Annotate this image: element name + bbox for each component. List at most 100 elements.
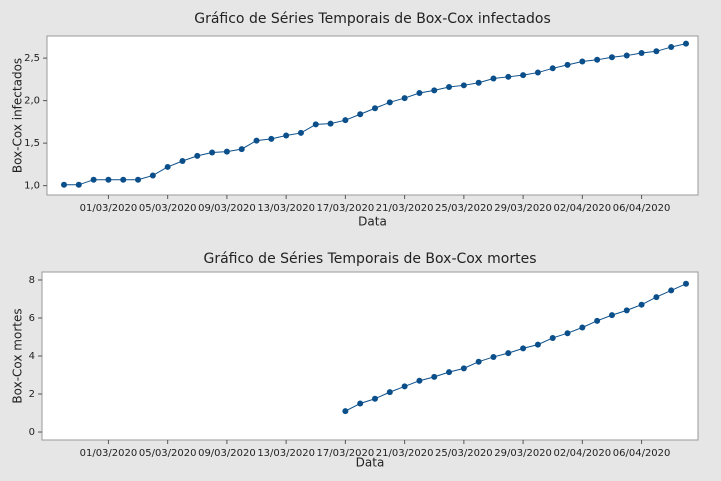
- data-point: [401, 95, 408, 102]
- data-point: [623, 52, 630, 59]
- data-point: [75, 181, 82, 188]
- y-tick-label: 2: [29, 389, 35, 400]
- data-point: [446, 84, 453, 91]
- data-point: [386, 389, 393, 396]
- data-point: [579, 324, 586, 331]
- data-point: [238, 146, 245, 153]
- data-point: [105, 176, 112, 183]
- data-point: [475, 79, 482, 86]
- data-point: [505, 350, 512, 357]
- chart-title: Gráfico de Séries Temporais de Box-Cox i…: [194, 11, 551, 27]
- data-point: [520, 345, 527, 352]
- plot-area: [41, 271, 699, 441]
- x-tick-label: 21/03/2020: [376, 203, 434, 214]
- x-tick-label: 09/03/2020: [198, 448, 256, 459]
- data-point: [668, 44, 675, 51]
- data-point: [90, 176, 97, 183]
- data-point: [253, 137, 260, 144]
- data-point: [490, 75, 497, 82]
- data-point: [549, 334, 556, 341]
- data-point: [475, 358, 482, 365]
- data-point: [579, 58, 586, 65]
- data-point: [490, 353, 497, 360]
- data-point: [179, 157, 186, 164]
- data-point: [446, 369, 453, 376]
- data-point: [638, 301, 645, 308]
- plot-area: [46, 35, 699, 196]
- x-tick-label: 05/03/2020: [139, 448, 197, 459]
- data-point: [372, 105, 378, 112]
- x-tick-label: 01/03/2020: [80, 448, 138, 459]
- data-point: [357, 400, 364, 407]
- x-tick-label: 17/03/2020: [317, 448, 375, 459]
- y-axis-label: Box-Cox mortes: [11, 308, 25, 403]
- x-tick-label: 29/03/2020: [494, 448, 552, 459]
- x-tick-label: 25/03/2020: [435, 448, 493, 459]
- data-point: [460, 82, 467, 89]
- data-point: [164, 163, 171, 170]
- y-tick-label: 0: [29, 427, 35, 438]
- data-point: [357, 111, 364, 118]
- x-tick-label: 13/03/2020: [257, 203, 315, 214]
- y-tick-label: 6: [29, 313, 35, 324]
- data-point: [61, 181, 67, 188]
- data-point: [608, 54, 615, 61]
- data-point: [534, 341, 541, 348]
- data-point: [342, 117, 349, 124]
- data-point: [223, 148, 230, 155]
- data-point: [683, 280, 689, 287]
- data-point: [653, 294, 660, 301]
- x-tick-label: 05/03/2020: [139, 203, 197, 214]
- data-point: [401, 383, 408, 390]
- x-axis-label: Data: [356, 456, 385, 470]
- y-tick-label: 2,5: [24, 53, 40, 64]
- y-axis-label: Box-Cox infectados: [11, 58, 25, 173]
- data-point: [149, 172, 156, 179]
- data-point: [653, 48, 660, 55]
- data-point: [564, 61, 571, 68]
- x-tick-label: 01/03/2020: [80, 203, 138, 214]
- x-tick-label: 02/04/2020: [554, 448, 612, 459]
- data-point: [431, 373, 438, 380]
- data-point: [505, 73, 512, 80]
- y-tick-label: 1,5: [24, 138, 40, 149]
- chart-title: Gráfico de Séries Temporais de Box-Cox m…: [203, 251, 536, 267]
- x-tick-label: 21/03/2020: [376, 448, 434, 459]
- data-point: [194, 152, 201, 159]
- data-point: [386, 99, 393, 106]
- data-point: [564, 330, 571, 337]
- x-tick-label: 09/03/2020: [198, 203, 256, 214]
- data-point: [268, 135, 275, 142]
- data-point: [608, 312, 615, 319]
- x-tick-label: 29/03/2020: [494, 203, 552, 214]
- data-point: [594, 56, 601, 63]
- data-point: [209, 149, 216, 156]
- data-point: [460, 365, 467, 372]
- data-point: [520, 72, 527, 79]
- data-point: [416, 377, 423, 384]
- y-tick-label: 1,0: [24, 181, 40, 192]
- data-point: [594, 317, 601, 324]
- data-point: [120, 176, 127, 183]
- data-point: [312, 121, 319, 128]
- y-tick-label: 2,0: [24, 96, 40, 107]
- data-point: [549, 65, 556, 72]
- data-point: [431, 87, 438, 94]
- data-point: [534, 69, 541, 76]
- data-point: [683, 40, 689, 47]
- x-tick-label: 17/03/2020: [317, 203, 375, 214]
- y-tick-label: 4: [29, 351, 35, 362]
- data-point: [668, 287, 675, 294]
- data-point: [327, 120, 334, 127]
- x-axis-label: Data: [358, 215, 387, 229]
- x-tick-label: 02/04/2020: [554, 203, 612, 214]
- data-point: [638, 50, 645, 57]
- y-tick-label: 8: [29, 275, 35, 286]
- x-tick-label: 13/03/2020: [257, 448, 315, 459]
- data-point: [297, 129, 304, 136]
- data-point: [135, 176, 142, 183]
- x-tick-label: 06/04/2020: [613, 448, 671, 459]
- data-point: [416, 89, 423, 96]
- data-point: [283, 132, 290, 139]
